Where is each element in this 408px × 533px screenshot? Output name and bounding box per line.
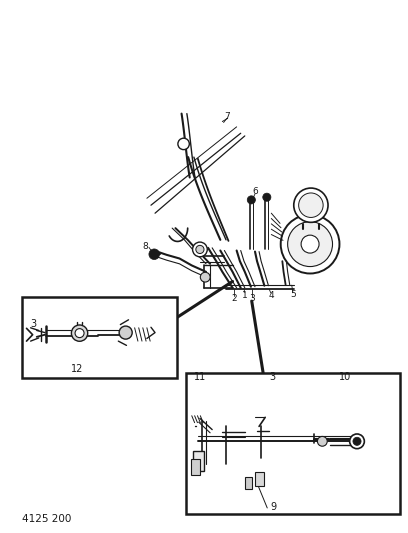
Bar bbox=[191, 459, 200, 475]
Circle shape bbox=[75, 329, 84, 337]
Text: 12: 12 bbox=[71, 365, 84, 374]
Circle shape bbox=[149, 249, 160, 260]
Circle shape bbox=[247, 196, 255, 204]
Text: 4: 4 bbox=[268, 291, 274, 300]
Text: 3: 3 bbox=[249, 294, 255, 303]
Bar bbox=[186, 373, 400, 514]
Circle shape bbox=[200, 272, 210, 282]
Circle shape bbox=[353, 437, 361, 446]
Bar bbox=[193, 451, 204, 471]
Bar bbox=[255, 472, 264, 486]
Text: 8: 8 bbox=[142, 242, 148, 251]
Text: 1: 1 bbox=[242, 292, 248, 300]
Text: 5: 5 bbox=[290, 290, 296, 299]
Text: 3: 3 bbox=[269, 372, 276, 382]
Circle shape bbox=[299, 193, 323, 217]
Circle shape bbox=[178, 138, 189, 150]
Text: 11: 11 bbox=[194, 372, 206, 382]
Circle shape bbox=[119, 326, 132, 339]
Circle shape bbox=[294, 188, 328, 222]
Circle shape bbox=[263, 193, 271, 201]
Circle shape bbox=[301, 235, 319, 253]
Circle shape bbox=[71, 325, 88, 341]
Circle shape bbox=[281, 215, 339, 273]
Circle shape bbox=[288, 222, 333, 266]
Text: 7: 7 bbox=[224, 112, 230, 120]
Circle shape bbox=[193, 242, 207, 257]
Circle shape bbox=[317, 437, 327, 446]
Text: 10: 10 bbox=[339, 372, 351, 382]
Text: 6: 6 bbox=[252, 188, 258, 196]
Text: 2: 2 bbox=[231, 294, 237, 303]
Text: 4125 200: 4125 200 bbox=[22, 514, 72, 524]
Circle shape bbox=[196, 245, 204, 254]
Text: 9: 9 bbox=[270, 503, 277, 512]
Bar bbox=[22, 297, 177, 378]
Text: 3: 3 bbox=[30, 319, 37, 328]
Circle shape bbox=[350, 434, 364, 449]
Bar bbox=[245, 477, 252, 489]
